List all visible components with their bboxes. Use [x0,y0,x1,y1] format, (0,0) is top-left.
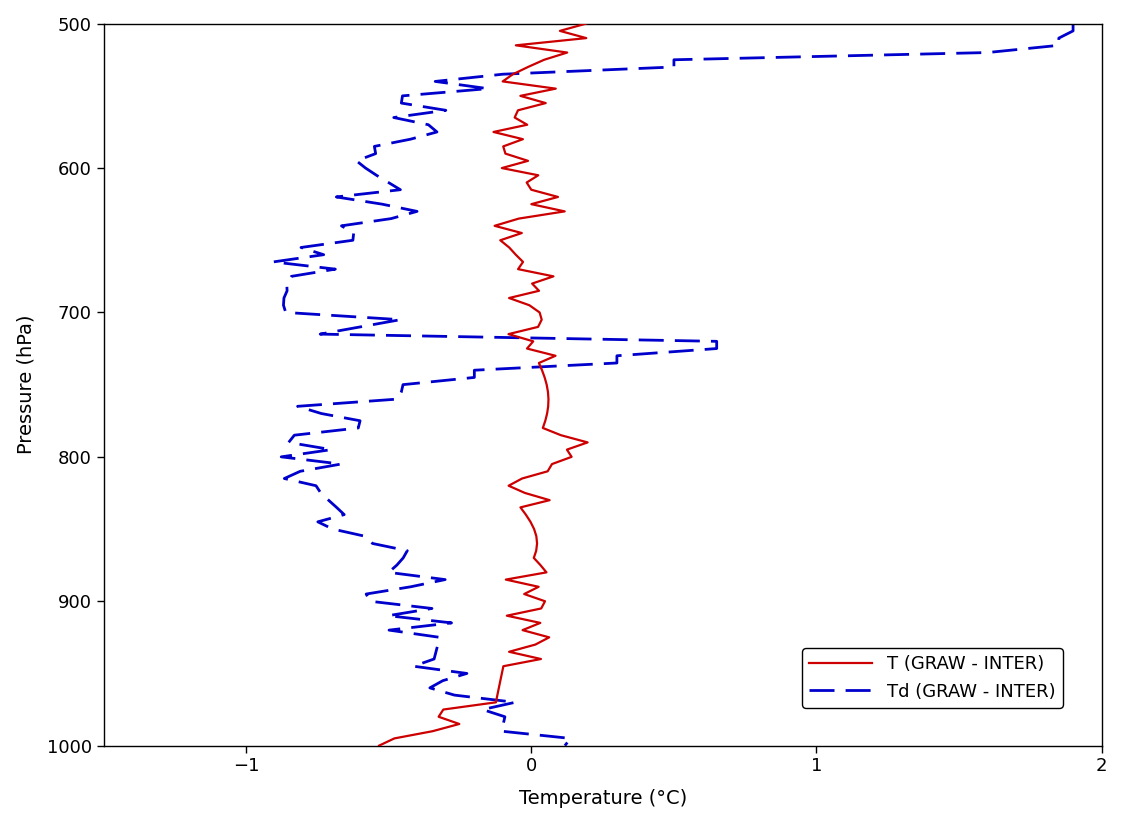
Td (GRAW - INTER) [496,69,509,79]
Td (GRAW - INTER) [375,199,389,209]
T (GRAW - INTER) [549,351,562,361]
Td (GRAW - INTER) [274,452,288,462]
Line: T (GRAW - INTER): T (GRAW - INTER) [379,24,588,746]
Y-axis label: Pressure (hPa): Pressure (hPa) [17,315,36,455]
T (GRAW - INTER) [506,69,519,79]
Td (GRAW - INTER) [610,351,624,361]
Td (GRAW - INTER) [559,741,572,751]
T (GRAW - INTER) [579,19,592,29]
T (GRAW - INTER) [372,741,386,751]
T (GRAW - INTER) [565,452,579,462]
Td (GRAW - INTER) [390,560,404,570]
Td (GRAW - INTER) [1067,19,1080,29]
Line: Td (GRAW - INTER): Td (GRAW - INTER) [273,24,1073,746]
T (GRAW - INTER) [527,524,541,534]
X-axis label: Temperature (°C): Temperature (°C) [518,790,687,808]
T (GRAW - INTER) [525,199,538,209]
T (GRAW - INTER) [534,560,547,570]
Td (GRAW - INTER) [326,524,339,534]
Legend: T (GRAW - INTER), Td (GRAW - INTER): T (GRAW - INTER), Td (GRAW - INTER) [801,648,1062,708]
